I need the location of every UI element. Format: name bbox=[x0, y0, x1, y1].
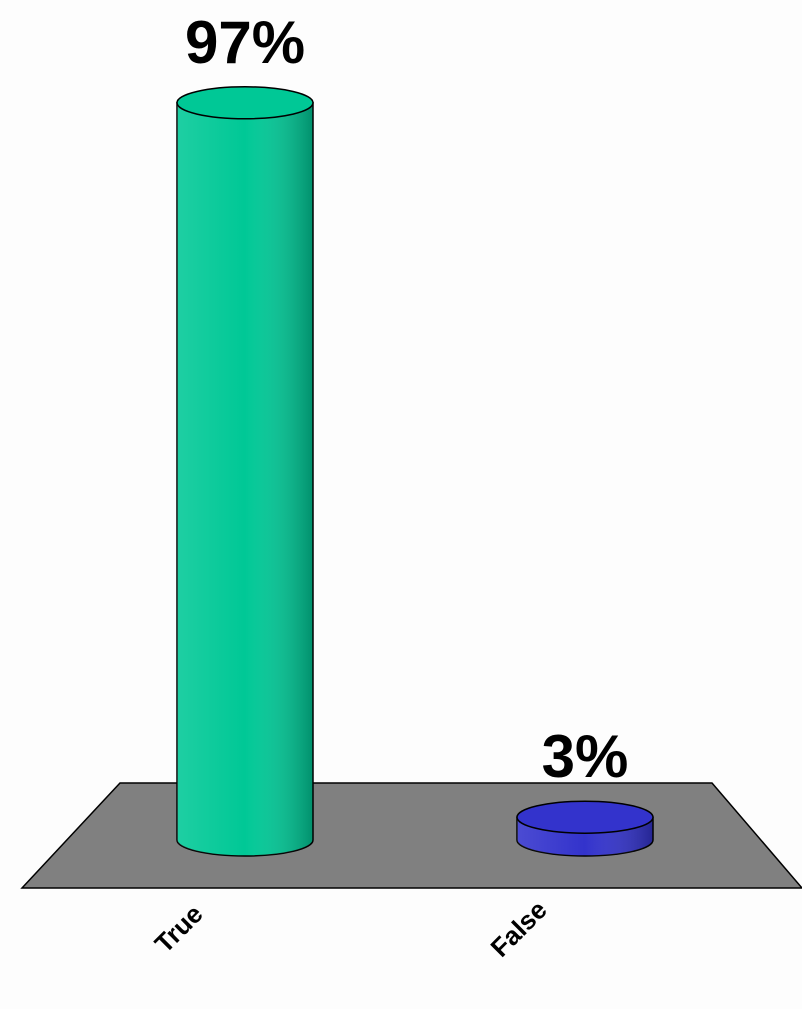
value-label: 97% bbox=[185, 9, 305, 76]
cylinder-top bbox=[516, 800, 654, 834]
cylinder-top bbox=[176, 86, 314, 120]
floor bbox=[20, 782, 802, 889]
cylinder-shade bbox=[177, 102, 313, 856]
value-label: 3% bbox=[542, 723, 629, 790]
